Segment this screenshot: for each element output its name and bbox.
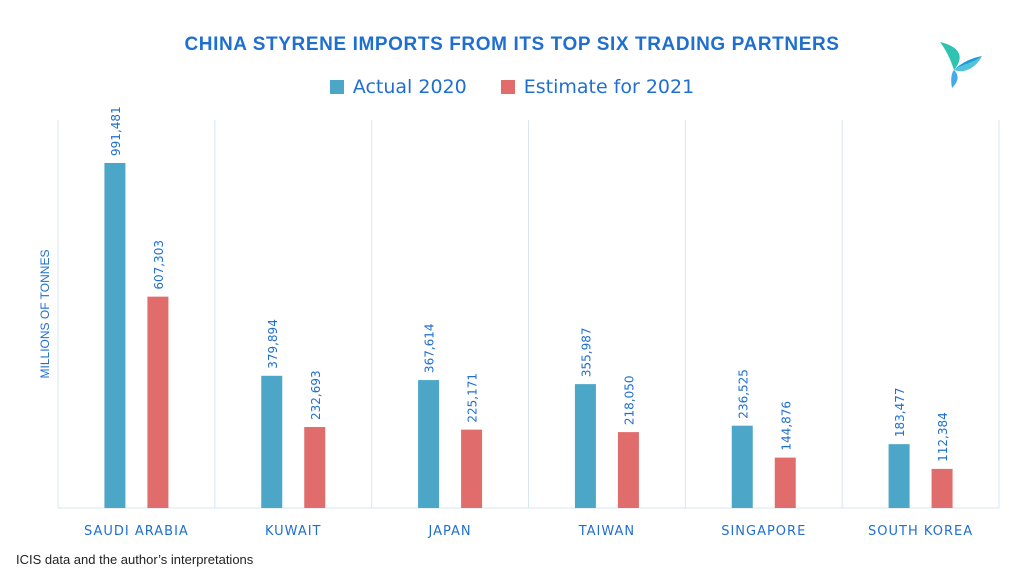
y-axis-title: MILLIONS OF TONNES bbox=[38, 250, 52, 379]
x-tick-label: SOUTH KOREA bbox=[868, 524, 973, 539]
data-label: 218,050 bbox=[622, 375, 636, 425]
bar-actual-2020 bbox=[418, 380, 440, 508]
data-label: 355,987 bbox=[579, 327, 593, 377]
chart-legend: Actual 2020 Estimate for 2021 bbox=[0, 76, 1024, 98]
bar-actual-2020 bbox=[888, 444, 910, 508]
x-tick-label: SINGAPORE bbox=[721, 524, 806, 539]
data-label: 607,303 bbox=[152, 240, 166, 290]
data-label: 991,481 bbox=[109, 106, 123, 156]
data-label: 144,876 bbox=[779, 401, 793, 451]
x-tick-label: SAUDI ARABIA bbox=[84, 524, 189, 539]
data-label: 225,171 bbox=[466, 373, 480, 423]
icis-logo-icon bbox=[940, 42, 982, 88]
data-label: 379,894 bbox=[266, 319, 280, 369]
legend-label-estimate: Estimate for 2021 bbox=[523, 76, 695, 98]
data-label: 183,477 bbox=[893, 388, 907, 438]
data-label: 112,384 bbox=[936, 412, 950, 462]
legend-item-actual: Actual 2020 bbox=[329, 76, 467, 98]
legend-label-actual: Actual 2020 bbox=[352, 76, 467, 98]
bar-estimate-2021 bbox=[461, 429, 483, 508]
x-tick-label: KUWAIT bbox=[265, 524, 322, 539]
x-tick-label: TAIWAN bbox=[578, 524, 635, 539]
legend-swatch-actual bbox=[329, 80, 344, 94]
data-label: 232,693 bbox=[309, 370, 323, 420]
data-label: 236,525 bbox=[736, 369, 750, 419]
bar-estimate-2021 bbox=[617, 432, 639, 508]
bar-actual-2020 bbox=[104, 162, 126, 509]
legend-swatch-estimate bbox=[500, 80, 515, 94]
bar-estimate-2021 bbox=[774, 457, 796, 508]
bar-estimate-2021 bbox=[304, 427, 326, 508]
bar-estimate-2021 bbox=[931, 468, 953, 508]
legend-item-estimate: Estimate for 2021 bbox=[500, 76, 695, 98]
data-label: 367,614 bbox=[423, 323, 437, 373]
bar-actual-2020 bbox=[261, 375, 283, 508]
bar-estimate-2021 bbox=[147, 296, 169, 508]
chart-title: CHINA STYRENE IMPORTS FROM ITS TOP SIX T… bbox=[184, 34, 840, 55]
source-note: ICIS data and the author’s interpretatio… bbox=[16, 552, 254, 567]
x-tick-label: JAPAN bbox=[428, 524, 472, 539]
bar-actual-2020 bbox=[574, 384, 596, 508]
bar-actual-2020 bbox=[731, 425, 753, 508]
